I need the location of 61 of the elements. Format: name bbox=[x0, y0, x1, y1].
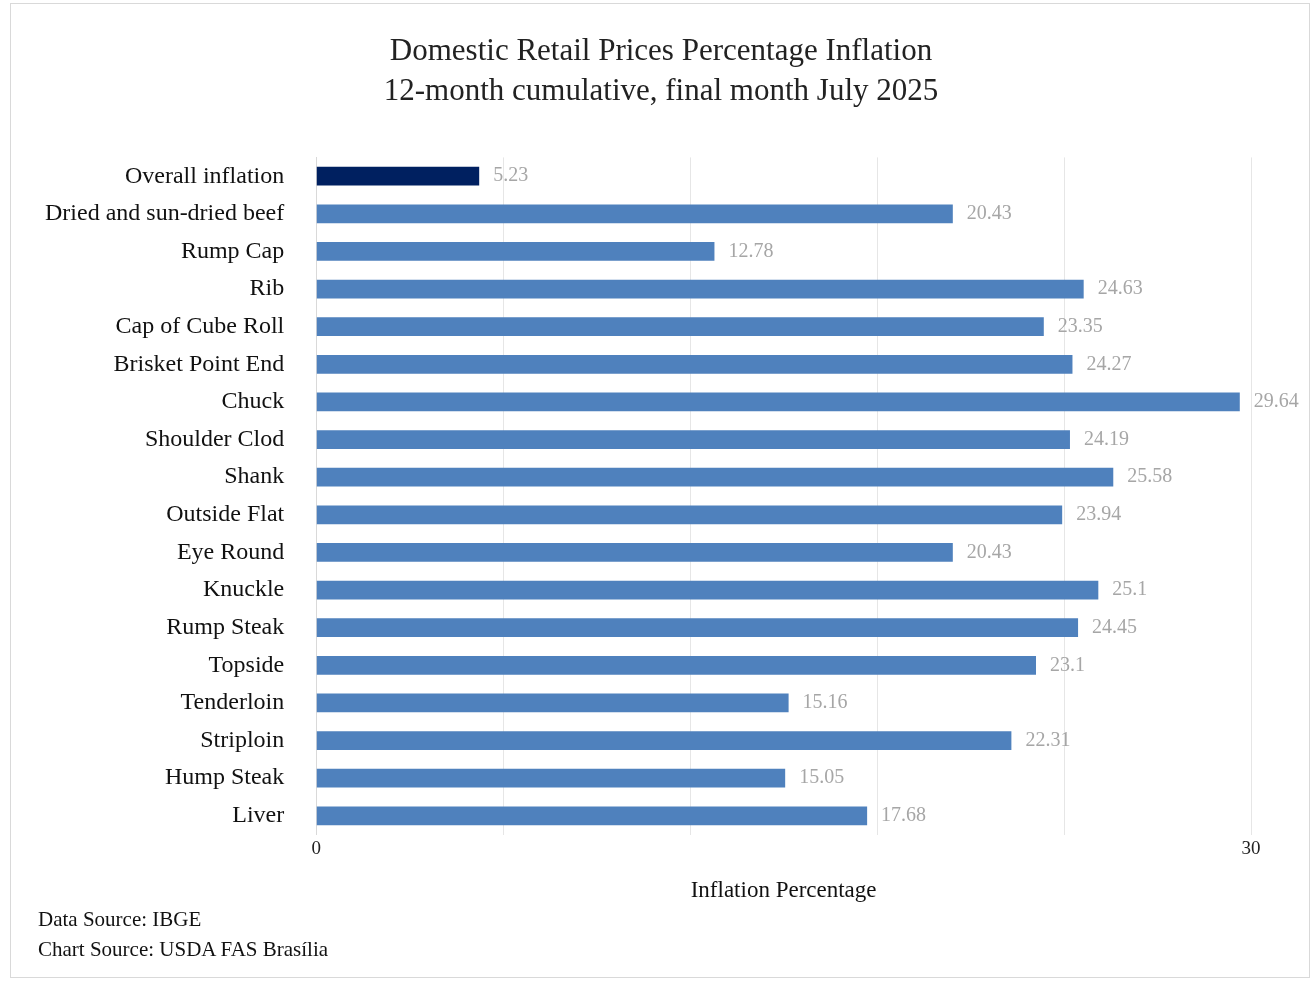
y-tick-label: Dried and sun-dried beef bbox=[44, 199, 285, 226]
data-label: 20.43 bbox=[966, 539, 1012, 562]
x-tick-label: 30 bbox=[1241, 836, 1261, 858]
bar bbox=[316, 505, 1063, 525]
data-label: 24.63 bbox=[1097, 276, 1143, 299]
chart-title: Domestic Retail Prices Percentage Inflation bbox=[388, 31, 934, 69]
bar bbox=[316, 204, 953, 224]
y-tick-label: Chuck bbox=[221, 387, 285, 414]
bar bbox=[316, 279, 1084, 299]
bar bbox=[316, 693, 789, 713]
bar bbox=[316, 731, 1012, 750]
bar bbox=[316, 430, 1070, 449]
data-label: 29.64 bbox=[1253, 389, 1299, 412]
bar bbox=[316, 768, 786, 788]
y-tick-label: Cap of Cube Roll bbox=[115, 312, 285, 338]
data-label: 23.94 bbox=[1076, 502, 1122, 525]
x-tick-label: 0 bbox=[311, 836, 321, 858]
data-label: 24.19 bbox=[1083, 426, 1129, 449]
data-label: 15.16 bbox=[802, 690, 848, 713]
y-tick-label: Knuckle bbox=[202, 575, 285, 602]
y-tick-label: Eye Round bbox=[176, 537, 285, 564]
y-tick-label: Rump Cap bbox=[180, 236, 285, 263]
y-tick-label: Shank bbox=[224, 462, 285, 489]
data-label: 22.31 bbox=[1025, 727, 1071, 750]
data-label: 12.78 bbox=[728, 238, 774, 261]
data-label: 15.05 bbox=[799, 765, 845, 788]
x-axis-title: Inflation Percentage bbox=[690, 877, 877, 903]
bar bbox=[316, 543, 953, 562]
bar bbox=[316, 580, 1099, 600]
data-label: 23.35 bbox=[1057, 313, 1103, 336]
data-label: 24.45 bbox=[1092, 614, 1138, 637]
chart-subtitle: 12-month cumulative, final month July 2025 bbox=[382, 71, 940, 109]
bar bbox=[316, 618, 1079, 638]
y-tick-label: Tenderloin bbox=[180, 688, 285, 715]
text: Chart Source: USDA FAS Brasília bbox=[38, 936, 329, 963]
y-tick-label: Striploin bbox=[200, 725, 285, 752]
bar bbox=[316, 317, 1044, 337]
y-tick-label: Shoulder Clod bbox=[144, 424, 285, 451]
bar bbox=[316, 467, 1114, 487]
bar bbox=[316, 655, 1037, 675]
data-label: 5.23 bbox=[493, 163, 529, 186]
data-label: 24.27 bbox=[1086, 351, 1132, 374]
bar bbox=[316, 354, 1073, 374]
data-label: 17.68 bbox=[881, 803, 927, 826]
bar bbox=[316, 806, 868, 826]
data-label: 25.58 bbox=[1127, 464, 1173, 487]
y-tick-label: Topside bbox=[208, 650, 285, 677]
data-label: 25.1 bbox=[1112, 577, 1148, 600]
data-label: 23.1 bbox=[1050, 652, 1085, 675]
y-tick-label: Overall inflation bbox=[124, 161, 285, 188]
y-tick-label: Rib bbox=[249, 274, 285, 301]
data-label: 20.43 bbox=[966, 201, 1012, 224]
y-tick-label: Outside Flat bbox=[166, 500, 285, 527]
source-note: Data Source: IBGE bbox=[38, 906, 203, 933]
bar bbox=[316, 166, 480, 186]
y-tick-label: Liver bbox=[232, 801, 285, 828]
bar bbox=[316, 242, 715, 261]
y-tick-label: Brisket Point End bbox=[113, 349, 285, 376]
bar bbox=[316, 392, 1240, 412]
y-tick-label: Hump Steak bbox=[164, 763, 285, 790]
y-tick-label: Rump Steak bbox=[166, 612, 285, 639]
